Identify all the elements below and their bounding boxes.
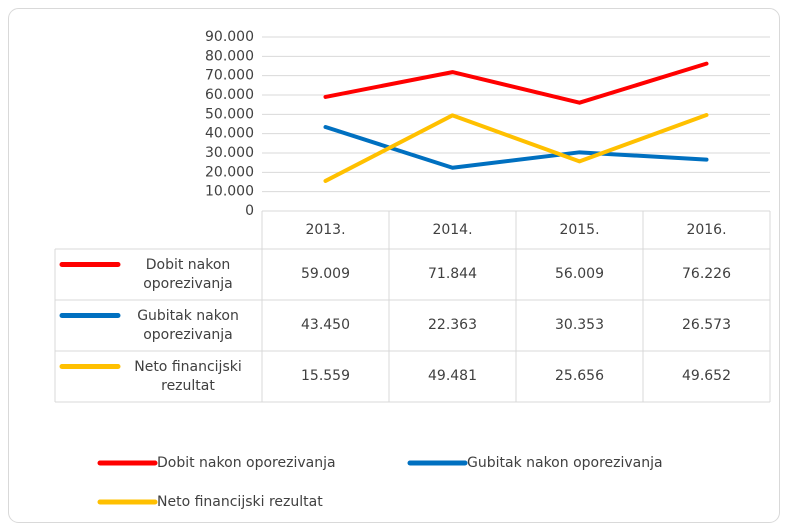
value-label: 15.559 <box>301 368 350 384</box>
y-tick-label: 90.000 <box>205 29 254 45</box>
y-tick-label: 80.000 <box>205 48 254 64</box>
y-tick-label: 10.000 <box>205 184 254 200</box>
legend-label: Dobit nakon oporezivanja <box>157 455 336 471</box>
y-tick-label: 30.000 <box>205 145 254 161</box>
value-label: 22.363 <box>428 317 477 333</box>
value-label: 25.656 <box>555 368 604 384</box>
series-label: Dobit nakon oporezivanja <box>143 256 233 292</box>
series-label: Neto financijski rezultat <box>134 358 242 394</box>
category-label: 2014. <box>432 221 473 238</box>
data-line <box>323 113 709 183</box>
value-label: 56.009 <box>555 266 604 282</box>
category-label: 2016. <box>686 221 727 238</box>
y-tick-label: 0 <box>245 203 254 219</box>
value-label: 59.009 <box>301 266 350 282</box>
y-tick-label: 40.000 <box>205 126 254 142</box>
series-label: Gubitak nakon oporezivanja <box>137 307 239 343</box>
value-label: 26.573 <box>682 317 731 333</box>
value-label: 76.226 <box>682 266 731 282</box>
value-label: 71.844 <box>428 266 477 282</box>
y-tick-label: 60.000 <box>205 87 254 103</box>
data-line <box>323 61 709 105</box>
category-label: 2015. <box>559 221 600 238</box>
legend-label: Gubitak nakon oporezivanja <box>467 455 663 471</box>
value-label: 49.481 <box>428 368 477 384</box>
legend-label: Neto financijski rezultat <box>157 494 323 510</box>
category-label: 2013. <box>305 221 346 238</box>
value-label: 30.353 <box>555 317 604 333</box>
y-tick-label: 50.000 <box>205 106 254 122</box>
y-tick-label: 70.000 <box>205 68 254 84</box>
y-tick-label: 20.000 <box>205 164 254 180</box>
value-label: 43.450 <box>301 317 350 333</box>
chart-frame <box>8 8 780 523</box>
value-label: 49.652 <box>682 368 731 384</box>
